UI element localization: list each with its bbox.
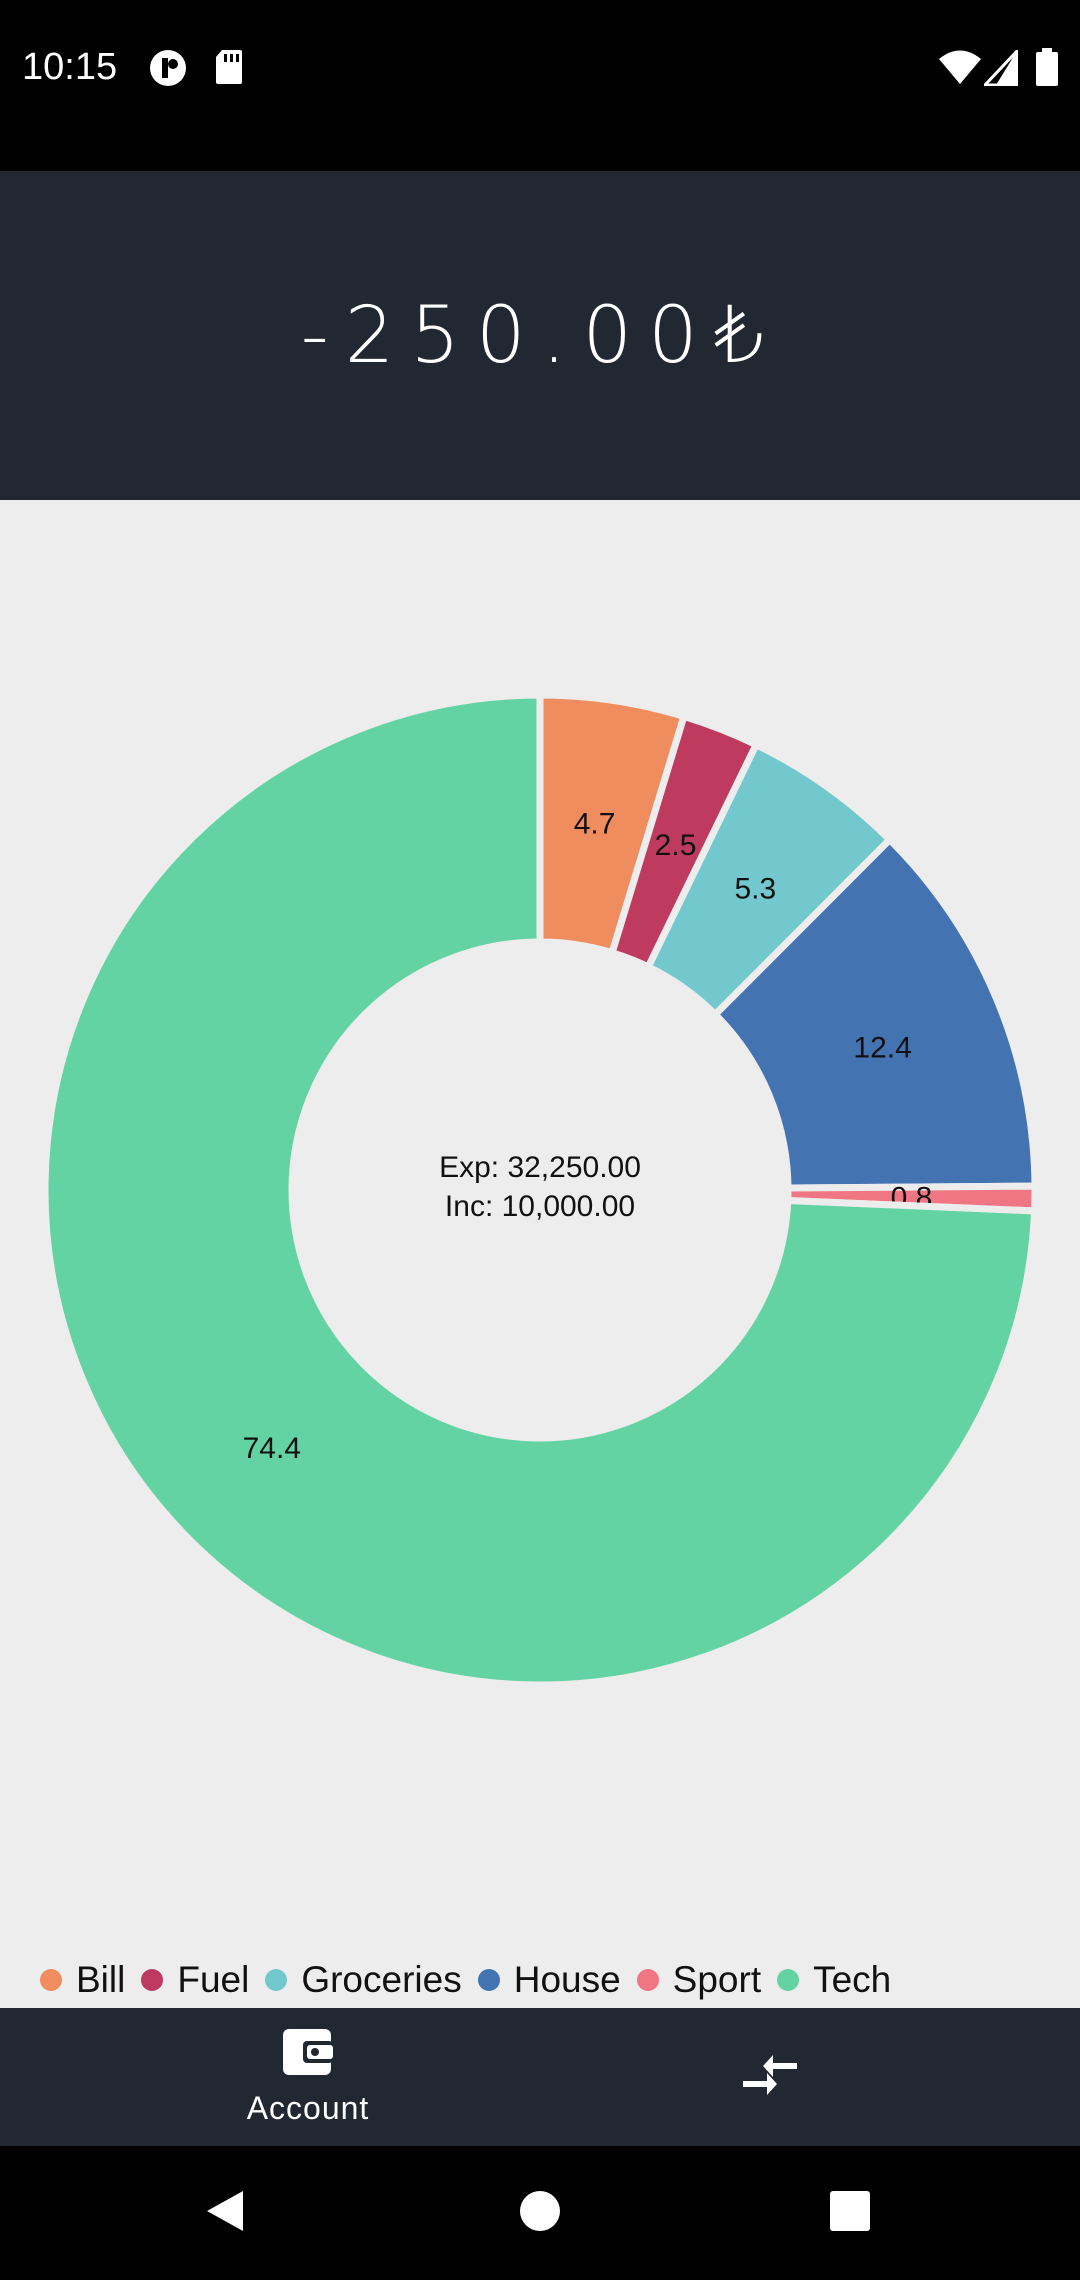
recents-button[interactable] <box>790 2146 910 2280</box>
expense-total: Exp: 32,250.00 <box>439 1151 641 1184</box>
income-total: Inc: 10,000.00 <box>444 1190 636 1223</box>
legend-dot-fuel <box>141 1969 164 1991</box>
nav-account-label: Account <box>246 2090 370 2126</box>
chart-legend: Bill Fuel Groceries House Sport Tech <box>40 1958 907 2002</box>
legend-dot-bill <box>40 1969 62 1991</box>
legend-dot-sport <box>636 1969 659 1991</box>
legend-item-groceries: Groceries <box>265 1959 462 2001</box>
slice-label-house: 12.4 <box>853 1031 911 1064</box>
sd-card-icon <box>214 48 244 91</box>
battery-icon <box>1036 48 1058 91</box>
legend-item-sport: Sport <box>636 1959 762 2001</box>
slice-tech[interactable] <box>41 691 1039 1689</box>
slice-house[interactable] <box>710 834 1039 1192</box>
legend-dot-groceries <box>265 1969 288 1991</box>
recents-icon <box>829 2190 871 2237</box>
legend-item-bill: Bill <box>40 1959 125 2001</box>
transfer-arrows-icon <box>741 2053 799 2102</box>
balance-amount: -250.00₺ <box>300 290 780 381</box>
legend-label-bill: Bill <box>76 1959 126 2000</box>
legend-label-sport: Sport <box>672 1959 762 2000</box>
legend-item-tech: Tech <box>777 1959 891 2001</box>
legend-label-fuel: Fuel <box>177 1959 250 2000</box>
slice-label-tech: 74.4 <box>243 1432 301 1465</box>
balance-header: -250.00₺ <box>0 171 1080 500</box>
legend-label-tech: Tech <box>813 1959 892 2000</box>
nav-transfer-tab[interactable] <box>700 2008 840 2146</box>
slice-label-fuel: 2.5 <box>655 829 697 862</box>
donut-chart-svg: 4.72.55.312.40.874.4 <box>41 691 1039 1689</box>
wifi-icon <box>938 50 982 91</box>
home-button[interactable] <box>480 2146 600 2280</box>
legend-item-fuel: Fuel <box>141 1959 249 2001</box>
bottom-navigation: Account <box>0 2008 1080 2146</box>
nav-account-tab[interactable]: Account <box>163 2008 453 2146</box>
signal-icon <box>981 47 1019 91</box>
slice-label-groceries: 5.3 <box>734 872 776 905</box>
legend-dot-house <box>477 1969 500 1991</box>
back-button[interactable] <box>165 2146 285 2280</box>
system-navigation-bar <box>0 2146 1080 2280</box>
expense-donut-chart: 4.7 2.5 5.3 12.4 0.8 74.4 Exp: 32,250.00 Inc:… <box>0 500 1080 2008</box>
chart-center-label: Exp: 32,250.00 Inc: 10,000.00 <box>340 1148 740 1226</box>
legend-label-house: House <box>513 1959 621 2000</box>
legend-label-groceries: Groceries <box>301 1959 462 2000</box>
slice-label-bill: 4.7 <box>574 808 616 841</box>
legend-item-house: House <box>477 1959 621 2001</box>
back-icon <box>205 2189 245 2238</box>
home-icon <box>519 2190 561 2237</box>
status-bar: 10:15 <box>0 0 1080 171</box>
circle-badge-icon <box>148 48 188 93</box>
status-time: 10:15 <box>22 46 118 88</box>
legend-dot-tech <box>777 1969 800 1991</box>
wallet-icon <box>281 2027 335 2082</box>
